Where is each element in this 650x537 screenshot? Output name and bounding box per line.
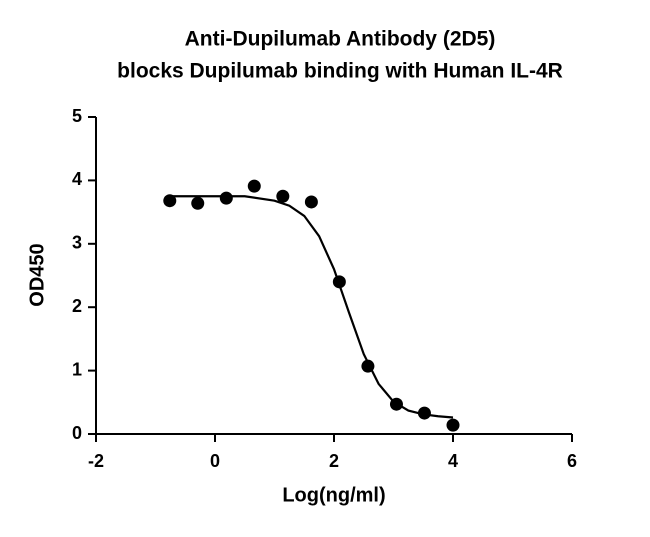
data-point: [304, 195, 318, 209]
chart-subtitle: blocks Dupilumab binding with Human IL-4…: [117, 60, 563, 83]
data-point: [446, 418, 460, 432]
y-tick-label: 2: [72, 296, 82, 316]
x-tick-label: 6: [567, 451, 577, 471]
data-point: [417, 406, 431, 420]
y-tick-label: 1: [72, 359, 82, 379]
y-tick-label: 5: [72, 106, 82, 126]
y-axis-label: OD450: [26, 243, 48, 306]
x-axis-label: Log(ng/ml): [282, 484, 385, 506]
y-tick-label: 4: [72, 169, 82, 189]
fit-curve: [169, 195, 454, 419]
x-tick-label: -2: [88, 451, 104, 471]
x-tick-label: 2: [329, 451, 339, 471]
data-point: [276, 189, 290, 203]
x-tick-label: 4: [448, 451, 458, 471]
y-tick-label: 3: [72, 233, 82, 253]
chart-title: Anti-Dupilumab Antibody (2D5): [185, 28, 496, 51]
y-tick-label: 0: [72, 423, 82, 443]
x-tick-label: 0: [210, 451, 220, 471]
data-point: [191, 196, 205, 210]
data-point: [219, 191, 233, 205]
data-point: [163, 194, 177, 208]
data-point: [247, 179, 261, 193]
